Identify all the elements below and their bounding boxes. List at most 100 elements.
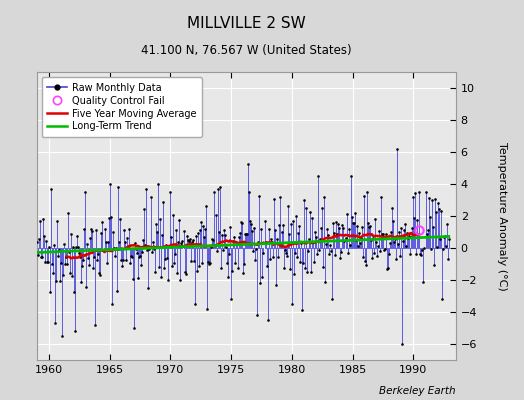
Point (410, 215, 419, 221)
Point (404, 234, 412, 241)
Point (129, 276, 137, 282)
Point (288, 301, 296, 307)
Point (166, 189, 174, 195)
Point (320, 194, 329, 200)
Point (383, 266, 391, 272)
Point (239, 270, 247, 276)
Point (377, 194, 385, 200)
Point (128, 254, 136, 260)
Point (238, 219, 246, 226)
Point (258, 274, 267, 280)
Point (183, 237, 192, 244)
Point (115, 215, 124, 222)
Point (144, 285, 152, 291)
Point (48, 260, 56, 267)
Point (187, 258, 195, 264)
Point (321, 279, 330, 285)
Point (151, 269, 159, 275)
Point (305, 236, 313, 242)
Point (298, 306, 306, 313)
Point (265, 226, 273, 232)
Point (57, 260, 65, 266)
Point (256, 280, 265, 286)
Point (293, 254, 301, 260)
Point (182, 233, 191, 239)
Point (230, 234, 238, 240)
Point (306, 209, 314, 215)
Point (224, 273, 232, 280)
Point (429, 261, 438, 268)
Point (142, 186, 150, 192)
Point (362, 262, 370, 268)
Point (174, 239, 183, 246)
Point (432, 244, 441, 250)
Point (39, 216, 47, 222)
Point (337, 249, 346, 256)
Point (217, 264, 225, 271)
Point (208, 235, 216, 242)
Point (438, 296, 446, 302)
Point (415, 189, 423, 195)
Point (409, 194, 418, 200)
Point (342, 211, 351, 217)
Point (281, 250, 290, 256)
Point (107, 301, 116, 307)
Point (121, 239, 129, 246)
Point (253, 312, 261, 318)
Point (162, 242, 170, 248)
Point (322, 241, 331, 248)
Point (62, 254, 70, 261)
Point (416, 251, 424, 258)
Point (42, 258, 51, 265)
Point (87, 226, 95, 232)
Point (297, 240, 305, 247)
Point (65, 248, 73, 255)
Point (364, 220, 372, 226)
Point (210, 189, 218, 195)
Point (440, 233, 448, 240)
Point (400, 227, 408, 233)
Point (50, 242, 58, 248)
Point (77, 278, 85, 285)
Point (163, 255, 171, 261)
Point (99, 218, 107, 225)
Point (261, 239, 270, 246)
Point (59, 272, 67, 278)
Point (225, 251, 233, 258)
Point (382, 231, 390, 237)
Point (56, 278, 64, 284)
Point (329, 220, 337, 226)
Point (221, 232, 229, 238)
Point (177, 240, 185, 246)
Point (237, 219, 245, 225)
Point (194, 263, 203, 270)
Point (425, 214, 434, 221)
Point (314, 173, 322, 179)
Point (272, 236, 281, 242)
Point (292, 213, 300, 219)
Text: 41.100 N, 76.567 W (United States): 41.100 N, 76.567 W (United States) (141, 44, 352, 57)
Point (81, 189, 90, 195)
Point (124, 244, 132, 250)
Point (88, 228, 96, 234)
Point (235, 234, 243, 240)
Point (405, 233, 413, 239)
Point (112, 244, 120, 251)
Point (105, 181, 114, 187)
Point (67, 231, 75, 237)
Point (243, 230, 252, 237)
Point (55, 247, 63, 254)
Point (332, 219, 341, 225)
Point (175, 216, 183, 223)
Point (156, 215, 165, 222)
Point (181, 271, 190, 277)
Point (333, 231, 342, 238)
Point (354, 243, 362, 250)
Point (372, 239, 380, 246)
Point (201, 226, 209, 232)
Point (90, 254, 99, 260)
Point (365, 224, 373, 230)
Point (245, 189, 254, 195)
Point (148, 249, 156, 255)
Point (40, 259, 49, 265)
